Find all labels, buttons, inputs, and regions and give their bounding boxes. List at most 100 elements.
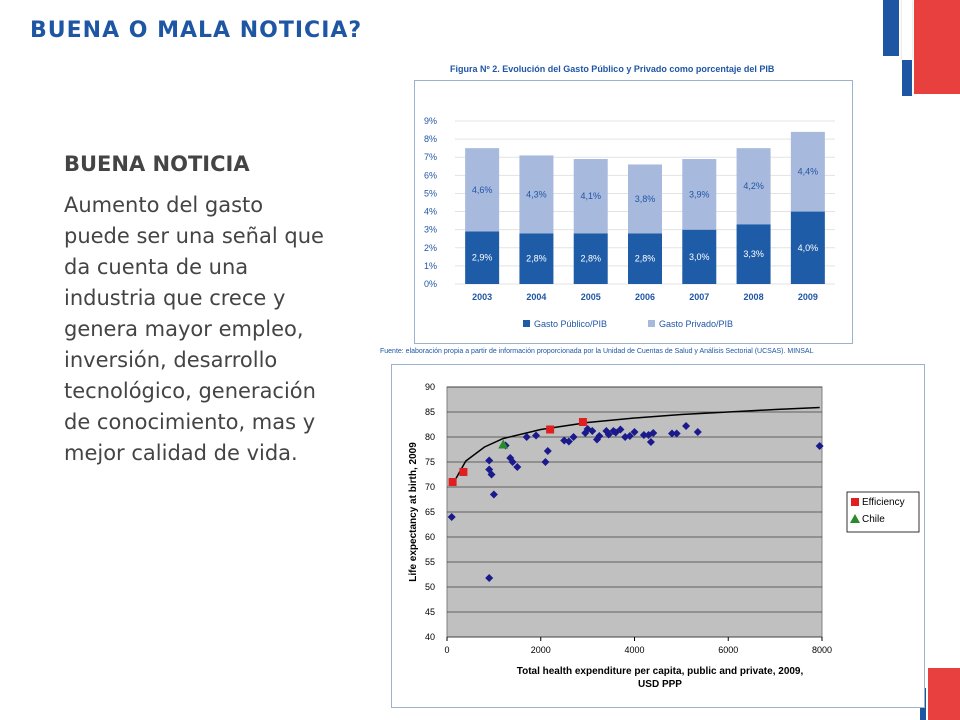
scatter-point xyxy=(639,431,648,439)
bar-segment xyxy=(465,231,500,284)
x-tick-label: 4000 xyxy=(624,645,644,655)
legend-label: Efficiency xyxy=(862,497,905,508)
y-tick-label: 4% xyxy=(424,207,437,217)
corner-deco-top xyxy=(880,0,960,100)
data-label: 3,0% xyxy=(689,252,710,262)
data-label: 4,1% xyxy=(580,191,601,201)
scatter-point xyxy=(604,430,613,439)
slide-title: BUENA O MALA NOTICIA? xyxy=(30,18,363,43)
x-axis-label: Total health expenditure per capita, pub… xyxy=(517,666,804,690)
scatter-point xyxy=(693,428,702,436)
scatter-point xyxy=(682,422,691,430)
scatter-point xyxy=(546,425,555,434)
y-tick-label: 70 xyxy=(425,482,435,492)
y-tick-label: 0% xyxy=(424,279,437,289)
figure2-box: 40 45 50 55 60 65 70 75 80 85 90 0 2000 4000 6000 8000 L… xyxy=(391,364,925,708)
scatter-point xyxy=(595,432,604,440)
corner-deco-bottom xyxy=(920,668,960,720)
scatter-point xyxy=(508,458,517,466)
x-tick-label: 0 xyxy=(444,645,449,655)
legend-label: Gasto Privado/PIB xyxy=(659,319,733,329)
deco-bar-red xyxy=(914,0,960,94)
y-tick-label: 65 xyxy=(425,507,435,517)
x-tick-label: 2009 xyxy=(798,292,818,302)
scatter-point xyxy=(513,463,522,471)
body-line: genera mayor empleo, xyxy=(64,317,304,341)
y-tick-label: 85 xyxy=(425,407,435,417)
y-tick-label: 2% xyxy=(424,243,437,253)
scatter-point xyxy=(485,574,494,582)
y-tick-label: 80 xyxy=(425,432,435,442)
scatter-point xyxy=(815,442,824,450)
scatter-point xyxy=(459,468,468,476)
data-label: 3,3% xyxy=(743,249,764,259)
y-tick-label: 5% xyxy=(424,188,437,198)
scatter-point xyxy=(498,439,509,449)
scatter-point xyxy=(485,456,494,465)
y-tick-label: 40 xyxy=(425,632,435,642)
scatter-point xyxy=(649,429,658,437)
scatter-point xyxy=(447,513,456,521)
bar-segment xyxy=(628,233,662,284)
bar-chart: 0% 1% 2% 3% 4% 5% 6% 7% 8% 9% 2,9% 4,6% 2003 2,8% 4,3%… xyxy=(424,116,835,329)
scatter-chart: 40 45 50 55 60 65 70 75 80 85 90 0 2000 4000 6000 8000 L… xyxy=(408,382,920,690)
bar-segment xyxy=(682,159,717,230)
scatter-point xyxy=(630,428,639,436)
body-line: industria que crece y xyxy=(64,286,286,310)
scatter-point xyxy=(668,429,676,438)
bar-segment xyxy=(573,159,608,234)
scatter-point xyxy=(448,478,457,486)
legend-swatch xyxy=(523,320,530,327)
scatter-point xyxy=(672,429,681,438)
figure1-title: Figura Nº 2. Evolución del Gasto Público… xyxy=(450,64,775,74)
bar-segment xyxy=(519,233,554,284)
y-tick-label: 3% xyxy=(424,225,437,235)
y-tick-label: 6% xyxy=(424,170,437,180)
text-block: BUENA NOTICIA Aumento del gasto puede se… xyxy=(64,152,354,469)
y-axis-label: Life expectancy at birth, 2009 xyxy=(408,442,419,582)
data-label: 3,9% xyxy=(689,189,710,199)
bar-segment xyxy=(790,131,825,212)
y-tick-label: 8% xyxy=(424,134,437,144)
body-line: mejor calidad de vida. xyxy=(64,441,298,465)
body-line: inversión, desarrollo xyxy=(64,348,278,372)
scatter-point xyxy=(564,437,573,446)
x-tick-label: 6000 xyxy=(718,645,738,655)
scatter-point xyxy=(625,432,634,440)
x-tick-label: 2003 xyxy=(472,292,492,302)
body-line: de conocimiento, mas y xyxy=(64,410,316,434)
data-label: 2,8% xyxy=(580,254,601,264)
scatter-point xyxy=(569,433,578,441)
body-line: da cuenta de una xyxy=(64,255,249,279)
deco-bar-navy xyxy=(902,60,912,96)
data-label: 4,0% xyxy=(798,243,819,253)
y-tick-label: 55 xyxy=(425,557,435,567)
legend-label: Gasto Público/PIB xyxy=(534,319,607,329)
y-tick-label: 9% xyxy=(424,116,437,126)
bar-segment xyxy=(628,164,662,234)
bar-segment xyxy=(573,233,608,284)
scatter-point xyxy=(850,514,860,523)
y-tick-label: 7% xyxy=(424,152,437,162)
scatter-point xyxy=(541,458,550,466)
trend-line xyxy=(453,406,820,483)
x-tick-label: 8000 xyxy=(812,645,832,655)
x-tick-label: 2005 xyxy=(581,292,601,302)
y-tick-label: 75 xyxy=(425,457,435,467)
deco-bar-blue xyxy=(883,0,899,56)
scatter-point xyxy=(487,470,496,479)
data-label: 2,8% xyxy=(635,254,656,264)
scatter-point xyxy=(532,431,541,440)
data-label: 4,3% xyxy=(526,189,547,199)
y-tick-label: 1% xyxy=(424,261,437,271)
body-line: tecnológico, generación xyxy=(64,379,316,403)
scatter-point xyxy=(646,438,655,446)
y-tick-label: 50 xyxy=(425,582,435,592)
y-tick-label: 45 xyxy=(425,607,435,617)
bar-segment xyxy=(465,148,500,232)
bar-segment xyxy=(790,211,825,284)
y-tick-label: 90 xyxy=(425,382,435,392)
body-line: puede ser una señal que xyxy=(64,224,324,248)
figure1-box: 0% 1% 2% 3% 4% 5% 6% 7% 8% 9% 2,9% 4,6% 2003 2,8% 4,3%… xyxy=(414,80,853,344)
x-tick-label: 2004 xyxy=(526,292,546,302)
